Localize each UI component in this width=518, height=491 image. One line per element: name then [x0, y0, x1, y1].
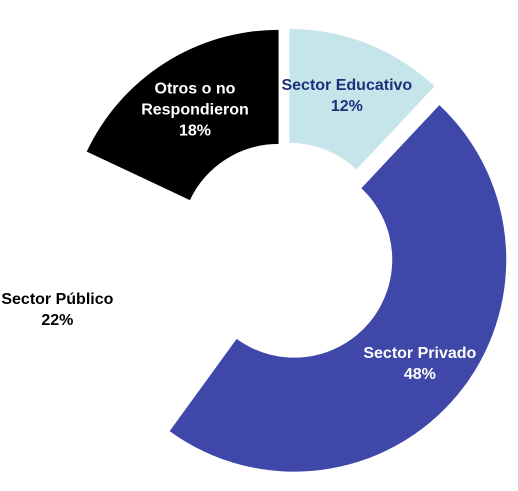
donut-segment [61, 164, 216, 427]
value-label: 22% [41, 312, 74, 330]
donut-segment [169, 105, 507, 472]
category-label: Sector Público [1, 291, 114, 309]
value-label: 18% [178, 122, 211, 140]
segment-label: Sector Educativo 12% [272, 75, 422, 117]
segment-label: Sector Público 22% [0, 289, 132, 331]
donut-segment [289, 28, 435, 170]
segment-label: Otros o no Respondieron 18% [120, 79, 270, 142]
category-label: Otros o no Respondieron [141, 80, 249, 119]
value-label: 48% [403, 365, 436, 383]
category-label: Sector Privado [363, 344, 477, 362]
segment-label: Sector Privado 48% [345, 343, 495, 385]
donut-segment [86, 29, 279, 201]
category-label: Sector Educativo [281, 76, 413, 94]
value-label: 12% [330, 97, 363, 115]
